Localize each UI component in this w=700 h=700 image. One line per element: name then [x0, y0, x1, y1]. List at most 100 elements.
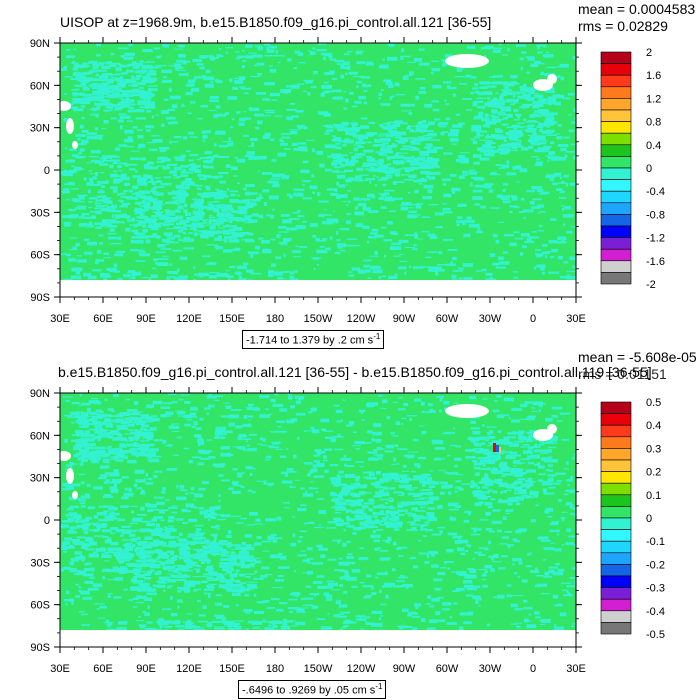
- chart-title: b.e15.B1850.f09_g16.pi_control.all.121 […: [58, 364, 652, 380]
- rms-label: rms = 0.01151: [578, 366, 667, 382]
- colorbar-box: [600, 448, 632, 461]
- colorbar-box: [600, 598, 632, 612]
- colorbar-label: -1.6: [646, 256, 665, 268]
- antarctica-land: [60, 280, 576, 297]
- antarctica-land: [60, 630, 576, 647]
- x-tick-label: 30W: [479, 313, 502, 325]
- y-tick-label: 60S: [30, 250, 50, 262]
- y-tick-label: 90S: [30, 642, 50, 654]
- colorbar-box: [600, 202, 632, 215]
- x-tick-label: 120E: [176, 313, 202, 325]
- x-tick-label: 180: [266, 313, 284, 325]
- x-tick-label: 120W: [347, 313, 376, 325]
- colorbar-box: [600, 179, 632, 192]
- colorbar-label: -1.2: [646, 233, 665, 245]
- colorbar-box: [600, 436, 632, 449]
- colorbar-box: [600, 401, 632, 414]
- island-land: [72, 491, 78, 499]
- colorbar-box: [600, 156, 632, 169]
- y-tick-label: 30S: [30, 207, 50, 219]
- y-tick-label: 30N: [30, 123, 50, 135]
- colorbar-label: 0.3: [646, 443, 661, 455]
- x-tick-label: 150E: [219, 313, 245, 325]
- colorbar-label: 0.1: [646, 490, 661, 502]
- colorbar-box: [600, 225, 632, 238]
- island-land: [60, 101, 71, 111]
- chart-panel-bottom: b.e15.B1850.f09_g16.pi_control.all.121 […: [0, 350, 700, 700]
- x-tick-label: 60W: [436, 313, 459, 325]
- colorbar-box: [600, 471, 632, 484]
- y-tick-label: 0: [44, 515, 50, 527]
- y-tick-label: 90S: [30, 292, 50, 304]
- contour-range-note: -.6496 to .9269 by .05 cm s-1: [238, 680, 387, 699]
- y-tick-label: 90N: [30, 388, 50, 400]
- colorbar-box: [600, 575, 632, 588]
- contour-range-note: -1.714 to 1.379 by .2 cm s-1: [242, 330, 385, 349]
- x-tick-label: 60E: [93, 313, 113, 325]
- map-plot: 30E 60E 90E 120E 150E 180 150W 120W 90W 60W 30W 0 30…: [30, 387, 665, 675]
- colorbar-box: [600, 51, 632, 64]
- colorbar-box: [600, 540, 632, 554]
- x-tick-label: 0: [530, 313, 536, 325]
- island-land: [66, 118, 74, 134]
- colorbar-label: -0.4: [646, 186, 665, 198]
- x-tick-label: 60E: [93, 663, 113, 675]
- colorbar-label: 0.8: [646, 117, 661, 129]
- mean-label: mean = 0.0004583: [578, 1, 696, 17]
- colorbar: [600, 51, 632, 285]
- island-land: [547, 424, 557, 434]
- x-tick-label: 30E: [566, 663, 586, 675]
- island-land: [66, 468, 74, 484]
- colorbar-box: [600, 260, 632, 273]
- x-tick-label: 150E: [219, 663, 245, 675]
- colorbar-box: [600, 121, 632, 134]
- x-tick-label: 120E: [176, 663, 202, 675]
- y-tick-label: 90N: [30, 38, 50, 50]
- colorbar-label: -0.5: [646, 629, 665, 641]
- colorbar-label: -0.1: [646, 536, 665, 548]
- y-tick-label: 60S: [30, 600, 50, 612]
- rms-label: rms = 0.02829: [578, 18, 668, 34]
- colorbar-box: [600, 552, 632, 565]
- colorbar-label: 0.4: [646, 420, 661, 432]
- colorbar-label: 0.2: [646, 467, 661, 479]
- colorbar-box: [600, 564, 632, 577]
- x-tick-label: 30E: [50, 663, 70, 675]
- map-plot: 30E 60E 90E 120E 150E 180 150W 120W 90W 60W 30W 0 30…: [30, 37, 665, 325]
- colorbar-label: -0.3: [646, 583, 665, 595]
- colorbar-label: 1.6: [646, 70, 661, 82]
- x-tick-label: 120W: [347, 663, 376, 675]
- colorbar-label: 2: [646, 47, 652, 59]
- x-tick-label: 90E: [136, 663, 156, 675]
- colorbar-box: [600, 132, 632, 146]
- x-tick-label: 60W: [436, 663, 459, 675]
- x-tick-label: 90E: [136, 313, 156, 325]
- island-land: [60, 451, 71, 461]
- colorbar-box: [600, 214, 632, 227]
- colorbar-box: [600, 424, 632, 438]
- map-field: [60, 393, 576, 647]
- colorbar-box: [600, 587, 632, 600]
- x-tick-label: 90W: [393, 663, 416, 675]
- colorbar-box: [600, 144, 632, 157]
- greenland-land: [445, 404, 489, 418]
- y-tick-label: 30S: [30, 557, 50, 569]
- colorbar-box: [600, 190, 632, 204]
- x-tick-label: 90W: [393, 313, 416, 325]
- colorbar-label: -0.8: [646, 209, 665, 221]
- colorbar-box: [600, 237, 632, 250]
- mean-label: mean = -5.608e-05: [578, 349, 697, 365]
- colorbar-box: [600, 529, 632, 542]
- colorbar-box: [600, 63, 632, 76]
- colorbar: [600, 401, 632, 635]
- island-land: [72, 141, 78, 149]
- colorbar-box: [600, 98, 632, 111]
- colorbar-box: [600, 86, 632, 99]
- colorbar-label: 0.4: [646, 140, 661, 152]
- colorbar-box: [600, 167, 632, 180]
- colorbar-box: [600, 459, 632, 472]
- colorbar-box: [600, 272, 632, 285]
- colorbar-box: [600, 248, 632, 262]
- colorbar-label: 0: [646, 513, 652, 525]
- colorbar-box: [600, 494, 632, 507]
